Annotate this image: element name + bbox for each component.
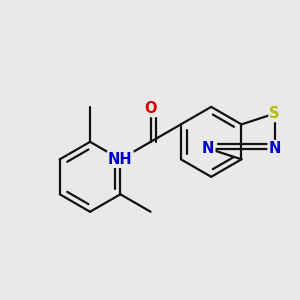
Text: S: S <box>269 106 280 121</box>
Text: NH: NH <box>108 152 133 167</box>
Text: N: N <box>202 141 214 156</box>
Text: N: N <box>268 141 281 156</box>
Text: O: O <box>144 101 157 116</box>
